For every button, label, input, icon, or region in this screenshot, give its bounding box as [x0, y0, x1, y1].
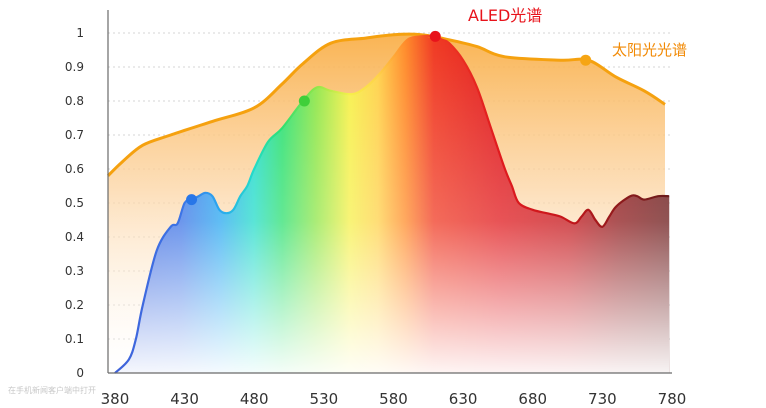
- y-tick-label: 0: [76, 366, 84, 380]
- y-tick-labels: 0 0.1 0.2 0.3 0.4 0.5 0.6 0.7 0.8 0.9 1: [65, 26, 84, 380]
- y-tick-label: 0.5: [65, 196, 84, 210]
- x-tick-label: 430: [170, 390, 199, 408]
- x-tick-labels: 380 430 480 530 580 630 680 730 780: [101, 390, 687, 408]
- y-tick-label: 0.8: [65, 94, 84, 108]
- x-tick-label: 380: [101, 390, 130, 408]
- x-tick-label: 580: [379, 390, 408, 408]
- x-tick-label: 780: [658, 390, 687, 408]
- x-tick-label: 480: [240, 390, 269, 408]
- y-tick-label: 0.4: [65, 230, 84, 244]
- data-markers: [186, 30, 592, 206]
- aled-spectrum-fade: [115, 35, 670, 373]
- watermark: 在手机新闻客户端中打开: [8, 386, 96, 395]
- data-point-marker: [186, 194, 198, 206]
- y-tick-label: 0.9: [65, 60, 84, 74]
- x-tick-label: 530: [310, 390, 339, 408]
- x-tick-label: 630: [449, 390, 478, 408]
- data-point-marker: [429, 30, 441, 42]
- data-point-marker: [580, 54, 592, 66]
- solar-series-label: 太阳光光谱: [612, 41, 687, 59]
- y-tick-label: 0.6: [65, 162, 84, 176]
- y-tick-label: 0.1: [65, 332, 84, 346]
- y-tick-label: 0.2: [65, 298, 84, 312]
- y-tick-label: 0.3: [65, 264, 84, 278]
- y-tick-label: 0.7: [65, 128, 84, 142]
- x-tick-label: 680: [518, 390, 547, 408]
- data-point-marker: [298, 95, 310, 107]
- y-tick-label: 1: [76, 26, 84, 40]
- x-tick-label: 730: [588, 390, 617, 408]
- aled-series-label: ALED光谱: [468, 6, 542, 25]
